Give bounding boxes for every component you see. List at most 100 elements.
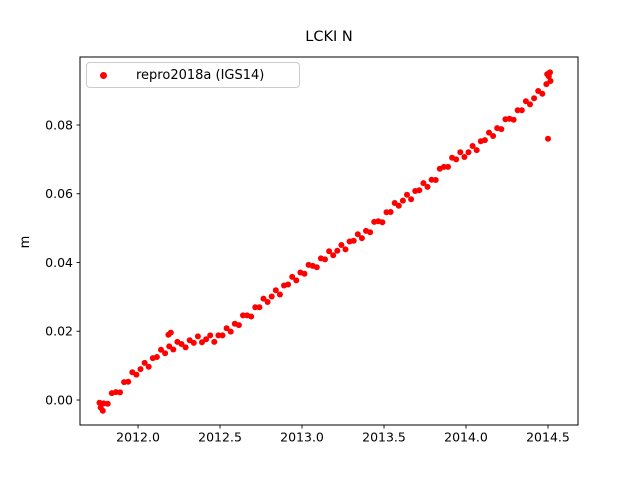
x-tick-label: 2013.0 — [280, 430, 324, 445]
data-point — [190, 339, 197, 346]
data-point — [178, 341, 185, 347]
data-point — [453, 156, 460, 163]
data-point — [264, 299, 271, 305]
data-point — [137, 366, 144, 373]
y-tick-label: 0.02 — [45, 324, 73, 339]
data-point — [211, 338, 218, 345]
data-point — [473, 147, 480, 154]
x-tick-label: 2012.5 — [198, 430, 242, 445]
y-tick-label: 0.04 — [45, 255, 73, 270]
axis-ticks — [76, 124, 549, 429]
y-tick-label: 0.06 — [45, 186, 73, 201]
data-point — [158, 346, 164, 353]
data-point — [545, 135, 551, 142]
data-point — [141, 359, 148, 366]
data-point — [498, 126, 505, 133]
data-point — [326, 248, 333, 255]
data-point — [367, 229, 374, 236]
data-point — [469, 143, 476, 149]
data-point — [379, 219, 386, 226]
data-points — [96, 69, 554, 414]
data-point — [510, 116, 517, 123]
data-point — [313, 264, 320, 271]
y-axis-label: m — [18, 235, 33, 249]
legend: repro2018a (IGS14) — [86, 62, 300, 88]
axis-tick-labels: 2012.0 2012.5 2013.0 2013.5 2014.0 2014.5 0.00… — [45, 117, 570, 444]
data-point — [522, 98, 529, 105]
data-point — [465, 149, 472, 156]
data-point — [440, 163, 447, 170]
data-point — [170, 346, 177, 353]
data-point — [260, 295, 267, 302]
data-point — [395, 202, 402, 209]
chart-title: LCKI N — [305, 29, 353, 45]
data-point — [399, 197, 406, 204]
x-tick-label: 2012.0 — [116, 430, 160, 445]
data-point — [301, 270, 308, 277]
data-point — [404, 191, 410, 198]
x-tick-label: 2014.5 — [526, 430, 570, 445]
data-point — [203, 336, 210, 343]
data-point — [223, 325, 230, 332]
data-point — [539, 90, 546, 97]
legend-marker-icon — [100, 71, 107, 79]
data-point — [194, 333, 201, 340]
data-point — [350, 237, 357, 244]
data-point — [182, 344, 189, 351]
y-tick-label: 0.08 — [45, 117, 73, 132]
x-tick-label: 2013.5 — [362, 430, 406, 445]
data-point — [248, 313, 255, 320]
data-point — [99, 407, 106, 414]
data-point — [219, 332, 226, 339]
data-point — [490, 133, 497, 139]
data-point — [387, 209, 394, 215]
data-point — [289, 273, 296, 280]
data-point — [358, 235, 365, 242]
data-point — [207, 332, 214, 339]
data-point — [481, 137, 488, 144]
data-point — [268, 293, 275, 300]
data-point — [227, 328, 234, 335]
data-point — [272, 287, 279, 294]
data-point — [461, 154, 468, 160]
data-point — [256, 304, 263, 311]
data-point — [215, 332, 222, 339]
legend-label: repro2018a (IGS14) — [136, 67, 265, 83]
data-point — [424, 183, 431, 190]
data-point — [547, 78, 554, 84]
data-point — [104, 400, 111, 407]
data-point — [531, 95, 538, 102]
data-point — [133, 371, 140, 378]
data-point — [330, 252, 337, 259]
data-point — [153, 354, 160, 360]
data-point — [547, 69, 553, 76]
data-point — [338, 242, 345, 248]
data-point — [354, 231, 361, 238]
data-point — [235, 322, 242, 329]
data-point — [276, 291, 283, 298]
data-point — [162, 350, 169, 357]
x-tick-label: 2014.0 — [444, 430, 488, 445]
data-point — [342, 246, 349, 253]
data-point — [486, 129, 492, 136]
data-point — [166, 343, 173, 350]
data-point — [117, 389, 123, 396]
data-point — [252, 304, 259, 311]
data-point — [408, 196, 415, 203]
data-point — [416, 187, 423, 194]
data-point — [432, 177, 439, 183]
data-point — [125, 378, 132, 385]
data-point — [293, 277, 300, 284]
data-point — [457, 149, 464, 156]
data-point — [145, 363, 152, 370]
data-point — [240, 312, 246, 319]
plot-area — [79, 56, 579, 426]
data-point — [199, 339, 205, 346]
data-point — [167, 329, 174, 336]
data-point — [445, 163, 451, 170]
data-point — [518, 107, 525, 114]
data-point — [543, 81, 550, 88]
data-point — [322, 256, 328, 263]
data-point — [527, 101, 533, 108]
